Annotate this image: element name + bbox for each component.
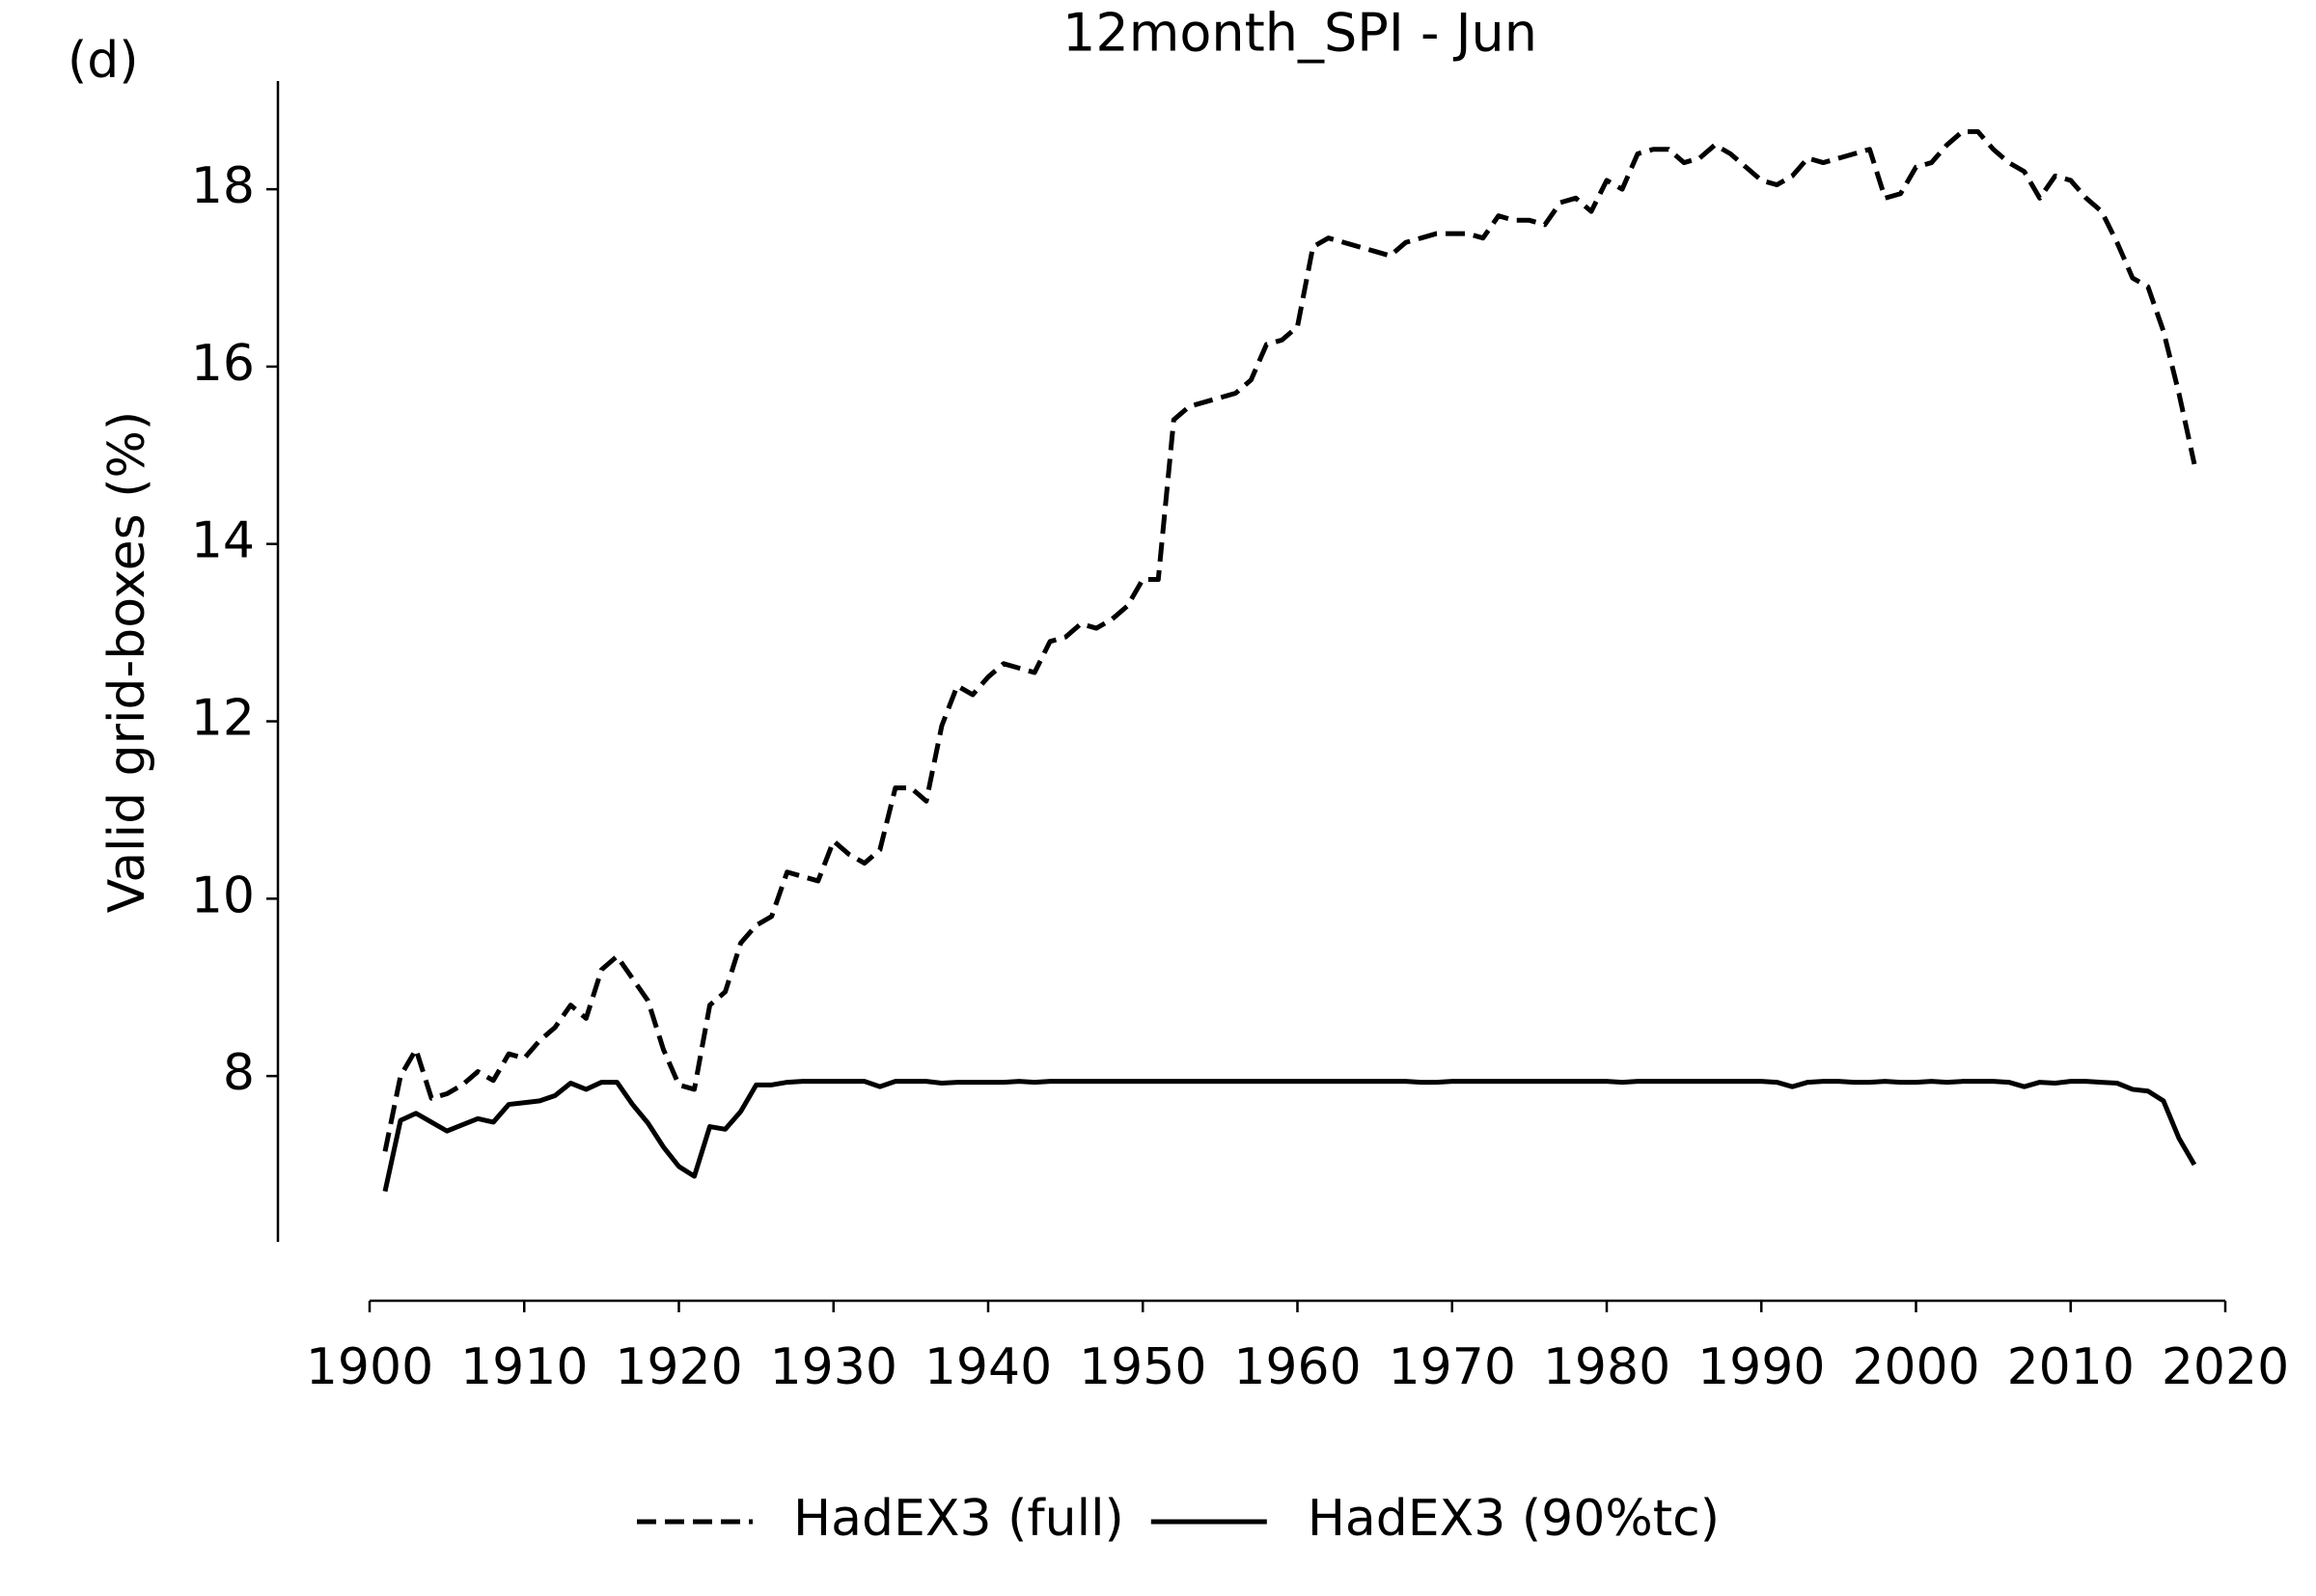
x-tick-label: 2020	[2162, 1338, 2289, 1396]
chart-title: 12month_SPI - Jun	[1062, 3, 1537, 64]
x-tick-label: 1900	[306, 1338, 433, 1396]
panel-label: (d)	[68, 32, 139, 90]
x-tick-label: 1920	[615, 1338, 742, 1396]
x-tick-label: 1940	[924, 1338, 1052, 1396]
x-tick-label: 2010	[2007, 1338, 2135, 1396]
legend-label: HadEX3 (full)	[793, 1490, 1124, 1548]
x-tick-label: 1980	[1543, 1338, 1670, 1396]
x-tick-label: 2000	[1852, 1338, 1979, 1396]
legend-label: HadEX3 (90%tc)	[1308, 1490, 1720, 1548]
y-axis-label: Valid grid-boxes (%)	[98, 411, 156, 913]
y-tick-label: 10	[191, 867, 255, 924]
y-tick-label: 14	[191, 512, 255, 570]
x-tick-label: 1990	[1697, 1338, 1825, 1396]
x-tick-label: 1960	[1233, 1338, 1361, 1396]
series-line	[382, 128, 2197, 1152]
x-tick-label: 1970	[1389, 1338, 1516, 1396]
x-tick-label: 1950	[1079, 1338, 1206, 1396]
y-tick-label: 16	[191, 335, 255, 393]
y-tick-label: 18	[191, 157, 255, 215]
series-line	[382, 1079, 2197, 1193]
y-tick-label: 8	[223, 1044, 255, 1102]
x-tick-label: 1930	[770, 1338, 897, 1396]
x-tick-label: 1910	[460, 1338, 588, 1396]
y-tick-label: 12	[191, 690, 255, 748]
